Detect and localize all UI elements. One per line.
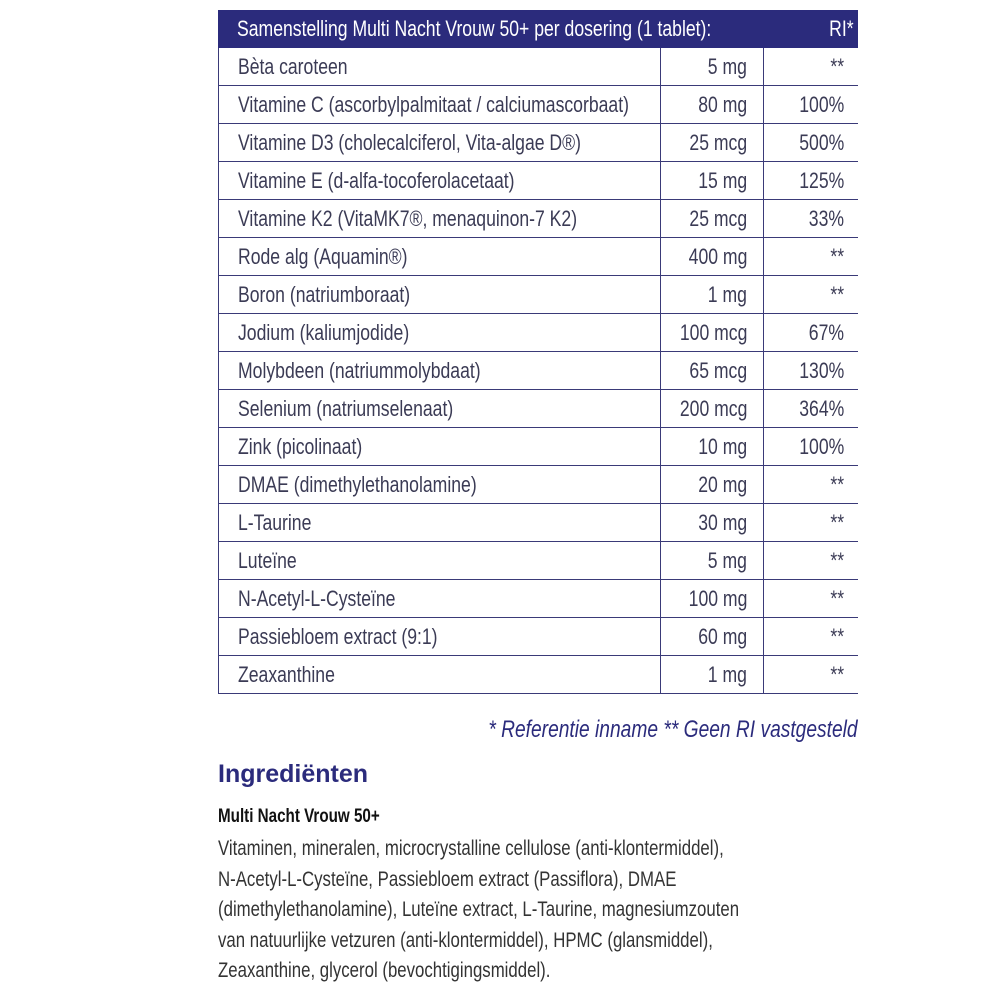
- nutrient-amount: 80 mg: [660, 86, 763, 124]
- ingredients-line: Vitaminen, mineralen, microcrystalline c…: [218, 837, 724, 860]
- nutrient-ri: **: [763, 466, 858, 504]
- table-row: Rode alg (Aquamin®) 400 mg **: [218, 238, 858, 276]
- ingredients-line: Zeaxanthine, glycerol (bevochtigingsmidd…: [218, 959, 551, 982]
- table-row: Vitamine K2 (VitaMK7®, menaquinon-7 K2) 2…: [218, 200, 858, 238]
- footnote: * Referentie inname ** Geen RI vastgeste…: [488, 716, 858, 743]
- nutrient-name: L-Taurine: [218, 504, 660, 542]
- table-row: Luteïne 5 mg **: [218, 542, 858, 580]
- nutrient-name: Vitamine E (d-alfa-tocoferolacetaat): [218, 162, 660, 200]
- nutrient-amount: 1 mg: [660, 656, 763, 694]
- nutrient-amount: 5 mg: [660, 48, 763, 86]
- nutrient-ri: 100%: [763, 86, 858, 124]
- ingredients-line: (dimethylethanolamine), Luteïne extract,…: [218, 898, 740, 921]
- table-row: Molybdeen (natriummolybdaat) 65 mcg 130%: [218, 352, 858, 390]
- ingredients-line: N-Acetyl-L-Cysteïne, Passiebloem extract…: [218, 867, 677, 891]
- nutrient-ri: **: [763, 504, 858, 542]
- ri-header: RI*: [829, 16, 854, 41]
- nutrient-name: Jodium (kaliumjodide): [218, 314, 660, 352]
- nutrient-amount: 60 mg: [660, 618, 763, 656]
- nutrient-name: Vitamine K2 (VitaMK7®, menaquinon-7 K2): [218, 200, 660, 238]
- nutrient-ri: **: [763, 48, 858, 86]
- nutrient-ri: 33%: [763, 200, 858, 238]
- product-name: Multi Nacht Vrouw 50+: [218, 806, 380, 827]
- table-row: L-Taurine 30 mg **: [218, 504, 858, 542]
- table-row: Jodium (kaliumjodide) 100 mcg 67%: [218, 314, 858, 352]
- nutrient-amount: 400 mg: [660, 238, 763, 276]
- table-row: Vitamine E (d-alfa-tocoferolacetaat) 15 m…: [218, 162, 858, 200]
- nutrient-name: Luteïne: [218, 542, 660, 580]
- nutrient-name: Boron (natriumboraat): [218, 276, 660, 314]
- nutrient-amount: 25 mcg: [660, 124, 763, 162]
- table-title: Samenstelling Multi Nacht Vrouw 50+ per …: [237, 16, 712, 41]
- nutrient-name: N-Acetyl-L-Cysteïne: [218, 580, 660, 618]
- nutrient-amount: 200 mcg: [660, 390, 763, 428]
- nutrient-ri: 67%: [763, 314, 858, 352]
- nutrient-amount: 1 mg: [660, 276, 763, 314]
- table-row: Bèta caroteen 5 mg **: [218, 48, 858, 86]
- nutrient-amount: 5 mg: [660, 542, 763, 580]
- nutrient-ri: **: [763, 276, 858, 314]
- nutrient-ri: **: [763, 238, 858, 276]
- ingredients-text: Vitaminen, mineralen, microcrystalline c…: [218, 834, 1000, 987]
- table-row: N-Acetyl-L-Cysteïne 100 mg **: [218, 580, 858, 618]
- ingredients-title: Ingrediënten: [218, 760, 369, 788]
- nutrient-name: Zink (picolinaat): [218, 428, 660, 466]
- nutrient-name: Molybdeen (natriummolybdaat): [218, 352, 660, 390]
- nutrient-name: Zeaxanthine: [218, 656, 660, 694]
- nutrient-name: Passiebloem extract (9:1): [218, 618, 660, 656]
- nutrient-ri: **: [763, 656, 858, 694]
- nutrient-amount: 100 mcg: [660, 314, 763, 352]
- table-row: Vitamine D3 (cholecalciferol, Vita-algae…: [218, 124, 858, 162]
- nutrient-ri: 130%: [763, 352, 858, 390]
- nutrient-ri: **: [763, 618, 858, 656]
- table-row: Zeaxanthine 1 mg **: [218, 656, 858, 694]
- nutrient-name: Vitamine D3 (cholecalciferol, Vita-algae…: [218, 124, 660, 162]
- nutrient-name: Bèta caroteen: [218, 48, 660, 86]
- nutrient-amount: 20 mg: [660, 466, 763, 504]
- nutrient-name: Selenium (natriumselenaat): [218, 390, 660, 428]
- nutrient-ri: 125%: [763, 162, 858, 200]
- table-header: Samenstelling Multi Nacht Vrouw 50+ per …: [218, 10, 858, 48]
- table-row: Vitamine C (ascorbylpalmitaat / calciuma…: [218, 86, 858, 124]
- ingredients-line: van natuurlijke vetzuren (anti-klontermi…: [218, 928, 713, 952]
- nutrient-ri: **: [763, 580, 858, 618]
- nutrient-ri: 500%: [763, 124, 858, 162]
- nutrient-name: Vitamine C (ascorbylpalmitaat / calciuma…: [218, 86, 660, 124]
- nutrient-amount: 25 mcg: [660, 200, 763, 238]
- table-row: DMAE (dimethylethanolamine) 20 mg **: [218, 466, 858, 504]
- nutrient-amount: 15 mg: [660, 162, 763, 200]
- table-row: Zink (picolinaat) 10 mg 100%: [218, 428, 858, 466]
- nutrient-amount: 65 mcg: [660, 352, 763, 390]
- nutrition-table: Samenstelling Multi Nacht Vrouw 50+ per …: [218, 10, 858, 694]
- nutrient-name: Rode alg (Aquamin®): [218, 238, 660, 276]
- nutrient-ri: 364%: [763, 390, 858, 428]
- table-row: Boron (natriumboraat) 1 mg **: [218, 276, 858, 314]
- nutrient-ri: **: [763, 542, 858, 580]
- nutrient-amount: 100 mg: [660, 580, 763, 618]
- nutrient-amount: 30 mg: [660, 504, 763, 542]
- nutrient-ri: 100%: [763, 428, 858, 466]
- table-row: Selenium (natriumselenaat) 200 mcg 364%: [218, 390, 858, 428]
- nutrient-name: DMAE (dimethylethanolamine): [218, 466, 660, 504]
- table-row: Passiebloem extract (9:1) 60 mg **: [218, 618, 858, 656]
- nutrient-amount: 10 mg: [660, 428, 763, 466]
